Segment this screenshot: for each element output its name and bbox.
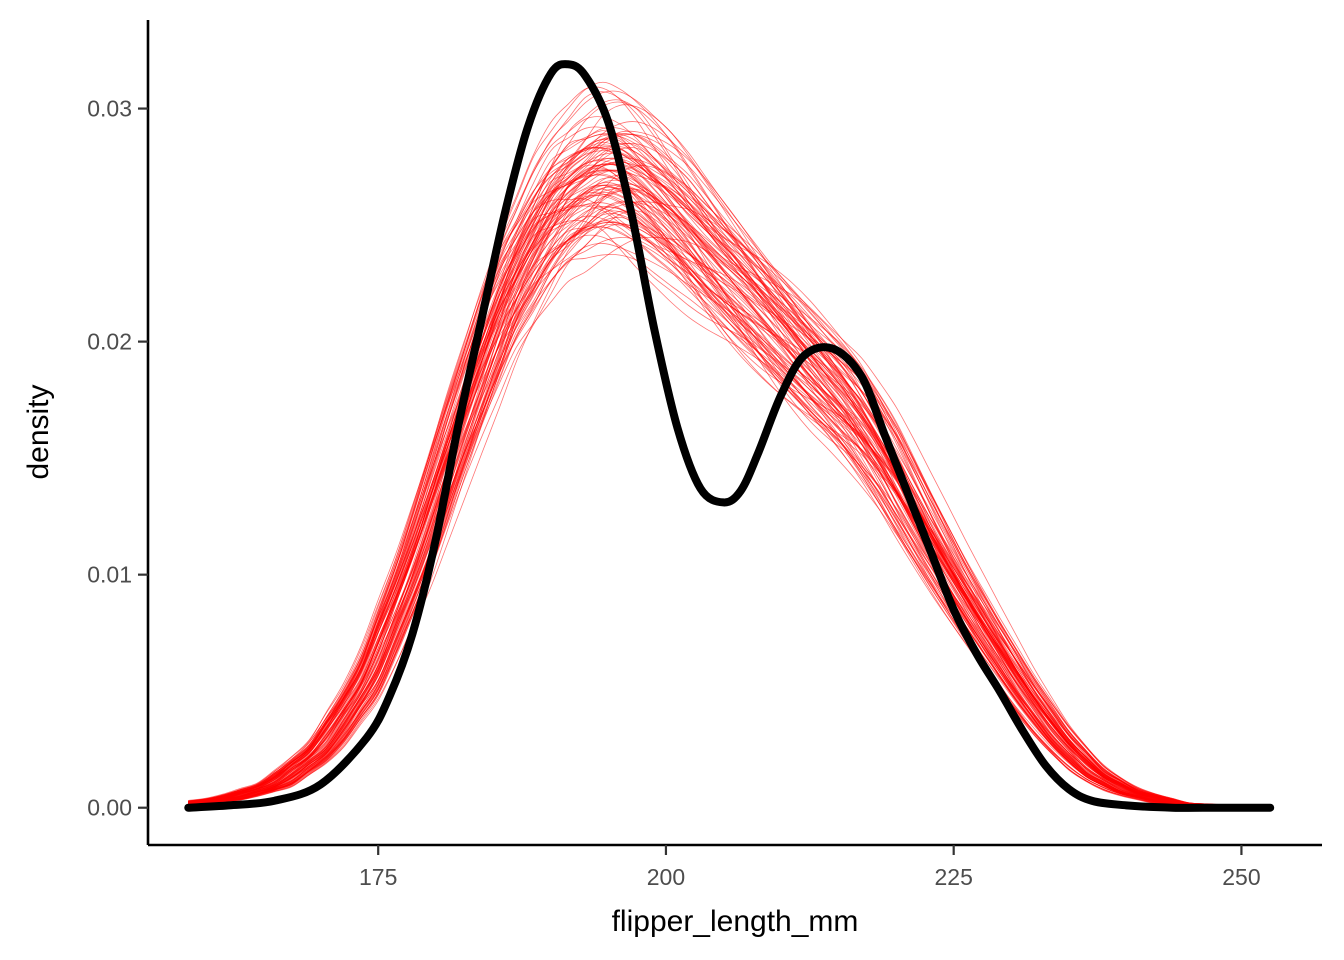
simulated-density-line — [188, 147, 1259, 809]
x-tick-label: 200 — [647, 864, 685, 890]
simulated-density-line — [188, 174, 1259, 808]
simulated-density-line — [188, 220, 1259, 808]
y-axis-ticks: 0.00 0.01 0.02 0.03 — [87, 96, 148, 821]
simulated-density-lines — [188, 81, 1259, 809]
y-tick-label: 0.01 — [87, 562, 132, 588]
x-tick-label: 225 — [934, 864, 972, 890]
x-axis-ticks: 175 200 225 250 — [359, 845, 1261, 890]
simulated-density-line — [188, 130, 1259, 808]
simulated-density-line — [188, 152, 1259, 808]
observed-density-line — [184, 60, 1275, 812]
simulated-density-line — [188, 206, 1259, 808]
simulated-density-line — [188, 90, 1259, 808]
x-tick-label: 175 — [359, 864, 397, 890]
simulated-density-line — [188, 134, 1259, 808]
simulated-density-line — [188, 170, 1259, 809]
simulated-density-line — [188, 134, 1259, 808]
simulated-density-line — [188, 205, 1259, 809]
simulated-density-line — [188, 132, 1259, 807]
x-tick-label: 250 — [1222, 864, 1260, 890]
simulated-density-line — [188, 220, 1259, 809]
y-axis-title: density — [22, 384, 55, 479]
simulated-density-line — [188, 205, 1259, 808]
simulated-density-line — [188, 184, 1259, 807]
simulated-density-line — [188, 254, 1259, 808]
simulated-density-line — [188, 133, 1259, 808]
y-tick-label: 0.03 — [87, 96, 132, 122]
simulated-density-line — [188, 210, 1259, 808]
y-tick-label: 0.02 — [87, 329, 132, 355]
x-axis-title: flipper_length_mm — [612, 905, 859, 938]
simulated-density-line — [188, 126, 1259, 809]
simulated-density-line — [188, 173, 1259, 809]
y-tick-label: 0.00 — [87, 795, 132, 821]
